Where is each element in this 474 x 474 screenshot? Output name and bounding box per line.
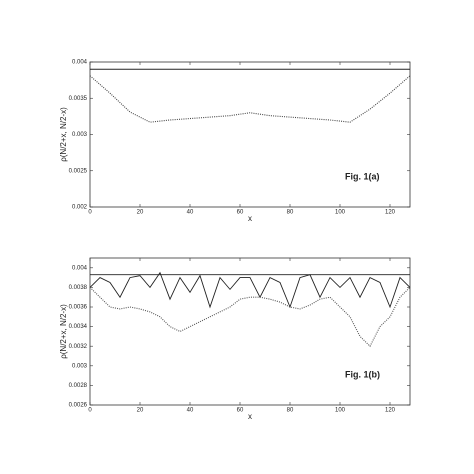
annotation: Fig. 1(b) — [345, 369, 380, 379]
x-tick-label: 120 — [385, 210, 396, 216]
y-tick-label: 0.0035 — [69, 96, 88, 102]
x-axis-label: x — [248, 412, 252, 421]
x-tick-label: 100 — [335, 408, 346, 414]
x-tick-label: 120 — [385, 408, 396, 414]
x-tick-label: 20 — [137, 210, 144, 216]
y-tick-label: 0.0036 — [69, 305, 88, 311]
y-tick-label: 0.003 — [72, 363, 88, 369]
y-axis-label: ρ(N/2+x, N/2-x) — [59, 304, 68, 359]
y-tick-label: 0.004 — [72, 60, 88, 66]
x-tick-label: 80 — [287, 210, 294, 216]
x-tick-label: 100 — [335, 210, 346, 216]
plot-frame — [89, 61, 411, 208]
x-tick-label: 20 — [137, 408, 144, 414]
x-tick-label: 0 — [88, 210, 92, 216]
x-tick-label: 40 — [187, 408, 194, 414]
x-tick-label: 80 — [287, 408, 294, 414]
y-tick-label: 0.0034 — [69, 324, 88, 330]
data-line — [89, 287, 411, 348]
y-tick-label: 0.002 — [72, 205, 88, 211]
plot-frame — [89, 257, 411, 406]
annotation: Fig. 1(a) — [345, 171, 380, 181]
y-tick-label: 0.0038 — [69, 285, 88, 291]
data-line — [89, 75, 411, 123]
y-axis-label: ρ(N/2+x, N/2-x) — [59, 107, 68, 162]
y-tick-label: 0.003 — [72, 132, 88, 138]
x-axis-label: x — [248, 214, 252, 223]
y-tick-label: 0.0032 — [69, 344, 88, 350]
x-tick-label: 60 — [237, 210, 244, 216]
x-tick-label: 0 — [88, 408, 92, 414]
x-tick-label: 60 — [237, 408, 244, 414]
data-line — [89, 271, 411, 309]
y-tick-label: 0.0028 — [69, 383, 88, 389]
y-tick-label: 0.0025 — [69, 168, 88, 174]
y-tick-label: 0.0026 — [69, 403, 88, 409]
x-tick-label: 40 — [187, 210, 194, 216]
y-tick-label: 0.004 — [72, 265, 88, 271]
